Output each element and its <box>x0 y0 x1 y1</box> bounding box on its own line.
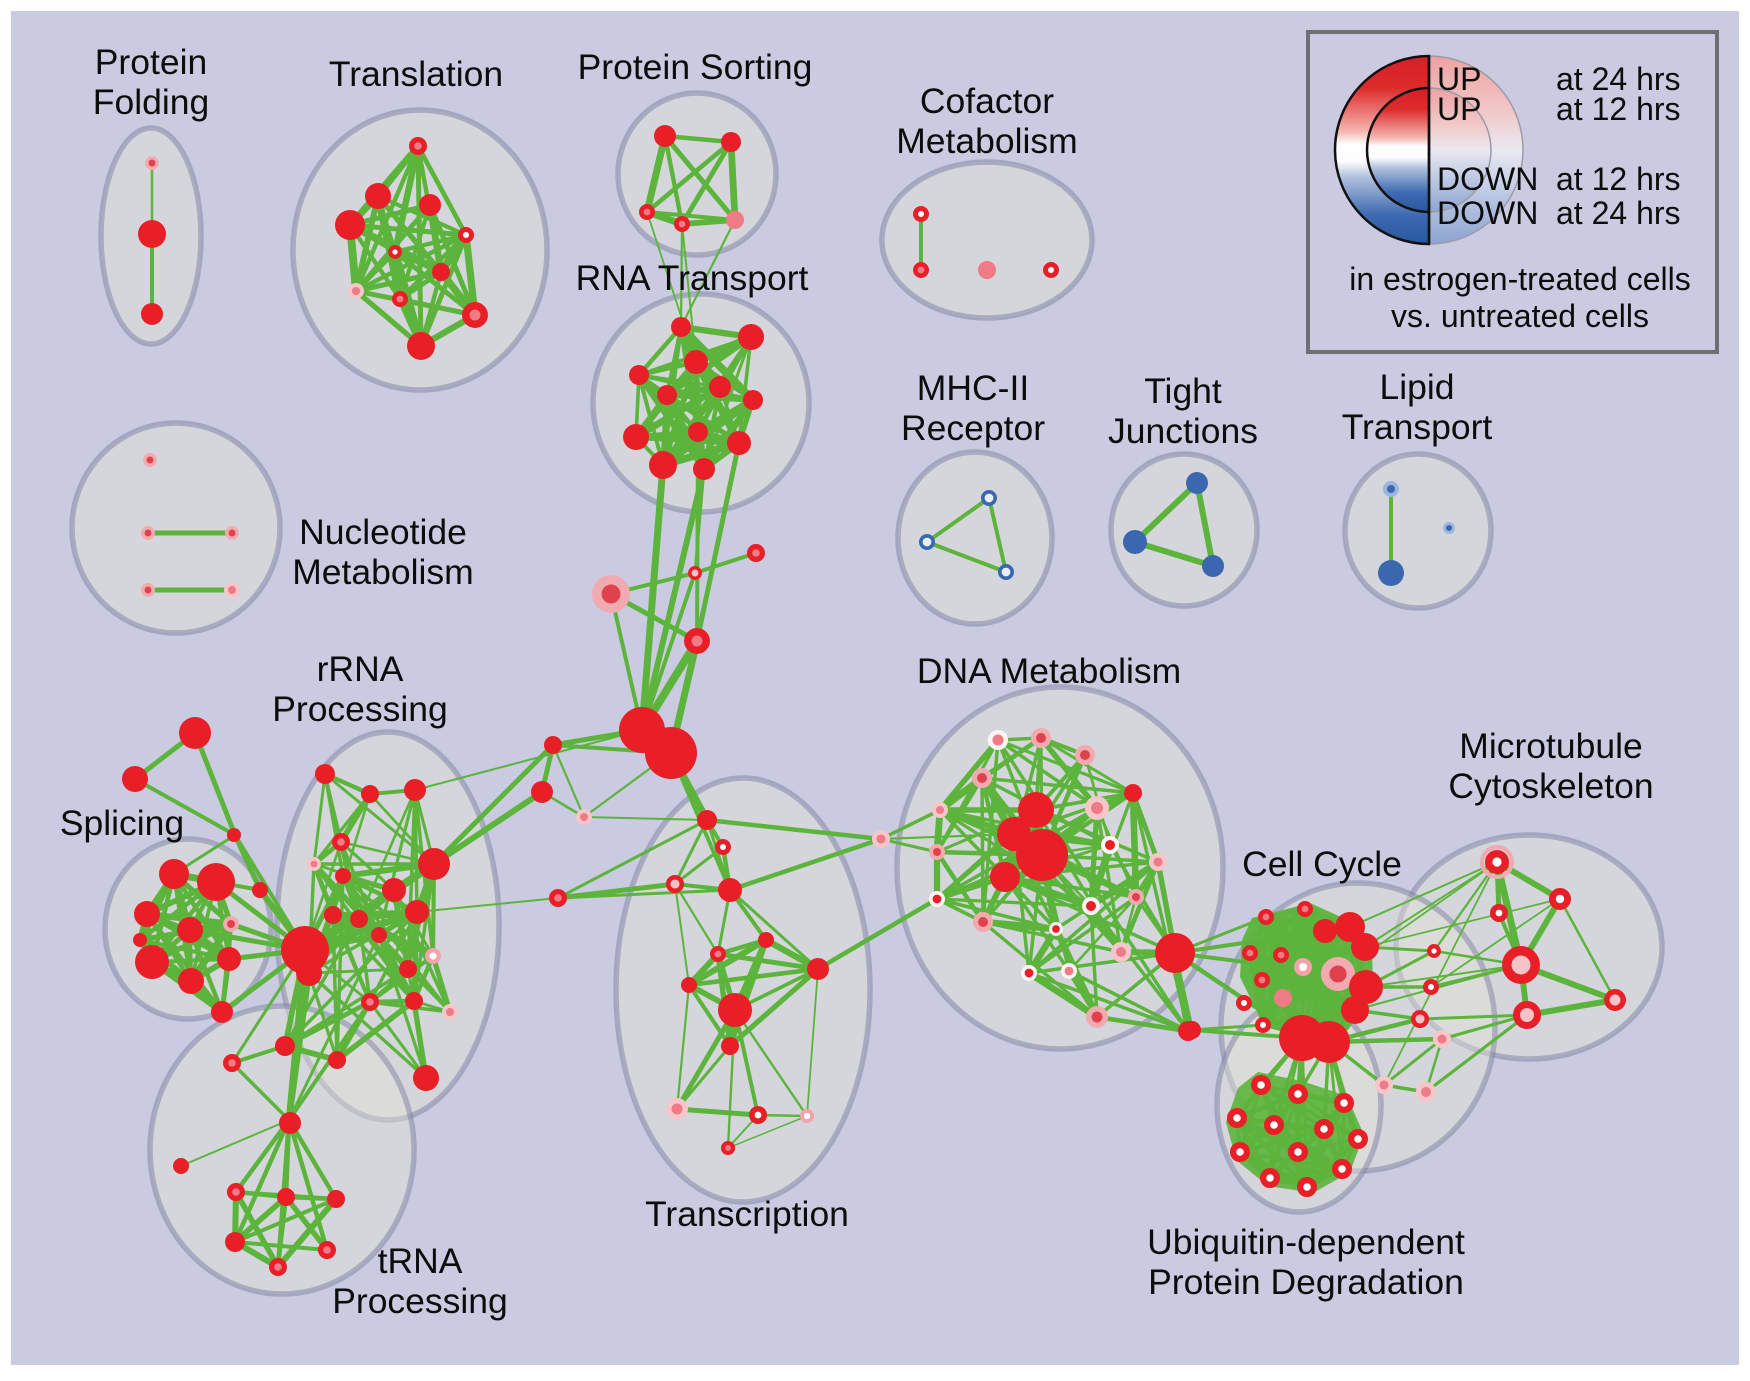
svg-text:RNA Transport: RNA Transport <box>576 258 809 298</box>
svg-text:vs. untreated cells: vs. untreated cells <box>1391 298 1649 334</box>
svg-text:at 24 hrs: at 24 hrs <box>1556 61 1681 97</box>
svg-text:Ubiquitin-dependent: Ubiquitin-dependent <box>1147 1222 1465 1262</box>
svg-text:Transcription: Transcription <box>645 1194 849 1234</box>
svg-text:DOWN: DOWN <box>1437 195 1538 231</box>
svg-text:Metabolism: Metabolism <box>896 121 1078 161</box>
svg-text:at 12 hrs: at 12 hrs <box>1556 91 1681 127</box>
svg-text:Splicing: Splicing <box>60 803 184 843</box>
svg-text:at 12 hrs: at 12 hrs <box>1556 161 1681 197</box>
svg-text:Receptor: Receptor <box>901 408 1045 448</box>
svg-text:MHC-II: MHC-II <box>917 368 1029 408</box>
svg-text:rRNA: rRNA <box>317 649 404 689</box>
svg-text:Translation: Translation <box>329 54 503 94</box>
svg-text:UP: UP <box>1437 91 1481 127</box>
svg-text:UP: UP <box>1437 61 1481 97</box>
svg-text:at 24 hrs: at 24 hrs <box>1556 195 1681 231</box>
svg-text:Protein Degradation: Protein Degradation <box>1148 1262 1464 1302</box>
svg-text:in estrogen-treated cells: in estrogen-treated cells <box>1349 261 1691 297</box>
svg-text:Cell Cycle: Cell Cycle <box>1242 844 1402 884</box>
svg-text:Junctions: Junctions <box>1108 411 1258 451</box>
svg-text:DOWN: DOWN <box>1437 161 1538 197</box>
svg-text:Microtubule: Microtubule <box>1459 726 1643 766</box>
svg-text:Transport: Transport <box>1342 407 1493 447</box>
svg-text:Protein: Protein <box>95 42 207 82</box>
svg-text:Processing: Processing <box>272 689 448 729</box>
svg-text:Tight: Tight <box>1144 371 1222 411</box>
svg-text:Cofactor: Cofactor <box>920 81 1054 121</box>
svg-text:Nucleotide: Nucleotide <box>299 512 467 552</box>
svg-text:Processing: Processing <box>332 1281 508 1321</box>
svg-text:Protein Sorting: Protein Sorting <box>578 47 813 87</box>
svg-text:Cytoskeleton: Cytoskeleton <box>1448 766 1653 806</box>
svg-text:tRNA: tRNA <box>378 1241 463 1281</box>
svg-text:Metabolism: Metabolism <box>292 552 474 592</box>
svg-text:Folding: Folding <box>93 82 209 122</box>
svg-text:DNA Metabolism: DNA Metabolism <box>917 651 1181 691</box>
svg-text:Lipid: Lipid <box>1379 367 1454 407</box>
